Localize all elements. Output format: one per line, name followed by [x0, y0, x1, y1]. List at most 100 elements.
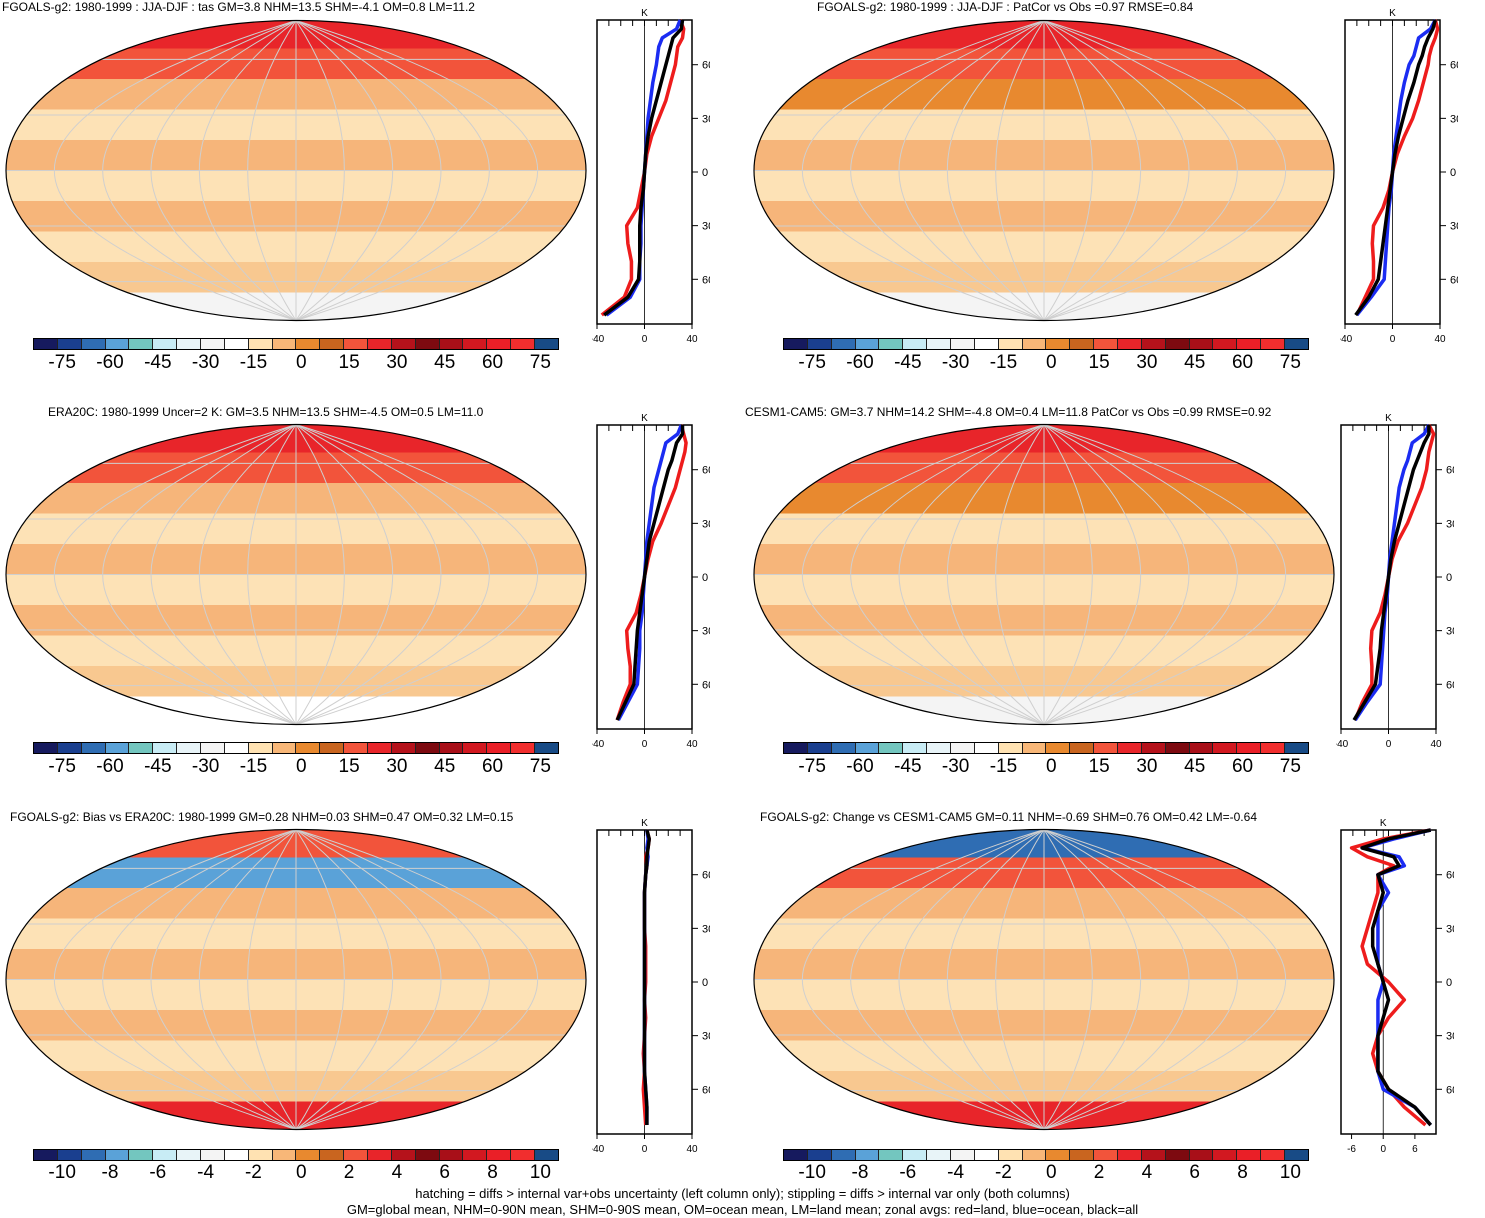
colorbar-tick-label: 30 — [386, 352, 408, 373]
colorbar-swatch — [320, 1150, 345, 1160]
colorbar-swatch — [439, 339, 464, 349]
zonal-line-land — [600, 19, 686, 317]
colorbar-tick-label: -30 — [941, 756, 970, 777]
map-era20c — [5, 423, 587, 726]
map-change — [753, 828, 1335, 1131]
colorbar-swatch — [903, 1150, 928, 1160]
colorbar-tick-label: 4 — [1141, 1162, 1153, 1183]
colorbar-swatch — [1070, 743, 1095, 753]
colorbar-tick-labels: -10 -8 -6 -4 -2 0 2 4 6 8 10 — [783, 1162, 1309, 1184]
colorbar-tick-label: -75 — [798, 352, 826, 373]
colorbar-swatch — [951, 743, 975, 753]
zonal-line-all — [1354, 19, 1437, 317]
colorbar-swatch — [535, 743, 558, 753]
colorbar-swatch — [927, 339, 952, 349]
colorbar-swatch — [272, 743, 297, 753]
zonal-x-label: 40 — [686, 1144, 698, 1155]
colorbar-tick-label: 30 — [386, 756, 408, 777]
colorbar-swatch — [487, 339, 512, 349]
colorbar-tick-label: -45 — [894, 352, 922, 373]
panel-title: FGOALS-g2: 1980-1999 : JJA-DJF : tas GM=… — [2, 0, 475, 14]
zonal-line-ocean — [616, 424, 683, 721]
colorbar-swatch — [879, 743, 904, 753]
colorbar-swatch — [1189, 1150, 1214, 1160]
colorbar-swatch — [1285, 743, 1308, 753]
colorbar-swatch — [807, 1150, 832, 1160]
colorbar-swatch — [272, 339, 297, 349]
colorbar-tick-label: 6 — [439, 1162, 450, 1183]
colorbar-swatch — [1118, 1150, 1142, 1160]
map-border — [5, 423, 587, 726]
zonal-lat-label: 30S — [702, 221, 710, 233]
zonal-line-ocean — [1355, 19, 1437, 317]
colorbar-swatch — [415, 1150, 440, 1160]
colorbar-swatch — [463, 339, 488, 349]
colorbar-swatch — [1213, 1150, 1238, 1160]
colorbar-swatch — [57, 743, 82, 753]
colorbar-tick-label: 2 — [1093, 1162, 1105, 1183]
colorbar-swatch — [201, 743, 225, 753]
colorbar-swatch — [415, 339, 440, 349]
colorbar-swatch — [998, 743, 1023, 753]
colorbar-swatch — [1141, 339, 1166, 349]
colorbar-swatch — [831, 743, 856, 753]
colorbar-swatch — [1237, 743, 1262, 753]
colorbar-swatch — [511, 339, 536, 349]
colorbar-swatch — [34, 1150, 58, 1160]
colorbar-swatch — [951, 1150, 975, 1160]
colorbar-tick-label: 4 — [391, 1162, 403, 1183]
colorbar-swatch — [1022, 339, 1047, 349]
colorbar-swatch — [855, 743, 880, 753]
colorbar-swatch — [368, 743, 392, 753]
colorbar-swatch — [296, 743, 321, 753]
zonal-line-all — [1352, 425, 1431, 721]
colorbar-swatch — [201, 339, 225, 349]
colorbar-tick-label: -15 — [239, 756, 268, 777]
colorbar-tick-label: -15 — [989, 352, 1018, 373]
colorbar-swatch — [1094, 743, 1119, 753]
colorbar-tick-label: 60 — [1231, 352, 1254, 373]
colorbar-tick-labels: -75 -60 -45 -30 -15 0 15 30 45 60 75 — [783, 352, 1309, 374]
zonal-mean-cesm: K 60N 30N 0 30S 60S -40 0 40 — [1336, 413, 1454, 750]
colorbar-swatch — [974, 743, 999, 753]
colorbar-tick-label: 75 — [529, 352, 551, 373]
zonal-x-label: 40 — [686, 334, 698, 345]
zonal-x-label: 0 — [642, 1144, 648, 1155]
panel-title: FGOALS-g2: 1980-1999 : JJA-DJF : PatCor … — [817, 0, 1194, 14]
zonal-mean-change: K 60N 30N 0 30S 60S -6 0 6 — [1340, 818, 1454, 1155]
colorbar-swatch — [224, 1150, 249, 1160]
colorbar-tick-label: 8 — [1237, 1162, 1248, 1183]
zonal-lat-label: 30N — [1446, 923, 1454, 935]
zonal-unit-label: K — [1385, 413, 1392, 424]
zonal-mean-tas-fgoals: K 60N 30N 0 30S 60S -40 0 40 — [592, 8, 710, 345]
colorbar-swatch — [1237, 339, 1262, 349]
colorbar-swatch — [903, 339, 928, 349]
colorbar-swatch — [1261, 1150, 1286, 1160]
colorbar-swatch — [1022, 1150, 1047, 1160]
zonal-x-label: -40 — [592, 334, 605, 345]
colorbar-tick-label: 10 — [1279, 1162, 1301, 1183]
map-bias — [5, 828, 587, 1131]
colorbar-swatch — [1141, 1150, 1166, 1160]
colorbar-swatch — [535, 339, 558, 349]
colorbar-tick-label: 2 — [343, 1162, 355, 1183]
colorbar-swatch — [1165, 339, 1190, 349]
zonal-lat-label: 0 — [702, 167, 708, 179]
colorbar-tick-labels: -75 -60 -45 -30 -15 0 15 30 45 60 75 — [33, 756, 559, 778]
zonal-mean-era20c: K 60N 30N 0 30S 60S -40 0 40 — [592, 413, 710, 750]
colorbar-tick-label: 30 — [1136, 756, 1158, 777]
zonal-line-land — [1349, 828, 1432, 1127]
colorbar — [33, 1149, 559, 1161]
colorbar-tick-label: -2 — [244, 1162, 262, 1183]
colorbar-tick-label: 45 — [1184, 756, 1206, 777]
zonal-lat-label: 30S — [702, 1031, 710, 1043]
colorbar-tick-label: -6 — [149, 1162, 167, 1183]
colorbar-tick-label: -60 — [96, 756, 124, 777]
colorbar-swatch — [807, 743, 832, 753]
colorbar-swatch — [248, 743, 273, 753]
colorbar-swatch — [1046, 339, 1071, 349]
footer-note-hatching: hatching = diffs > internal var+obs unce… — [415, 1186, 1070, 1201]
colorbar-swatch — [153, 339, 178, 349]
colorbar-tick-label: -4 — [197, 1162, 215, 1183]
colorbar-tick-label: -15 — [239, 352, 268, 373]
